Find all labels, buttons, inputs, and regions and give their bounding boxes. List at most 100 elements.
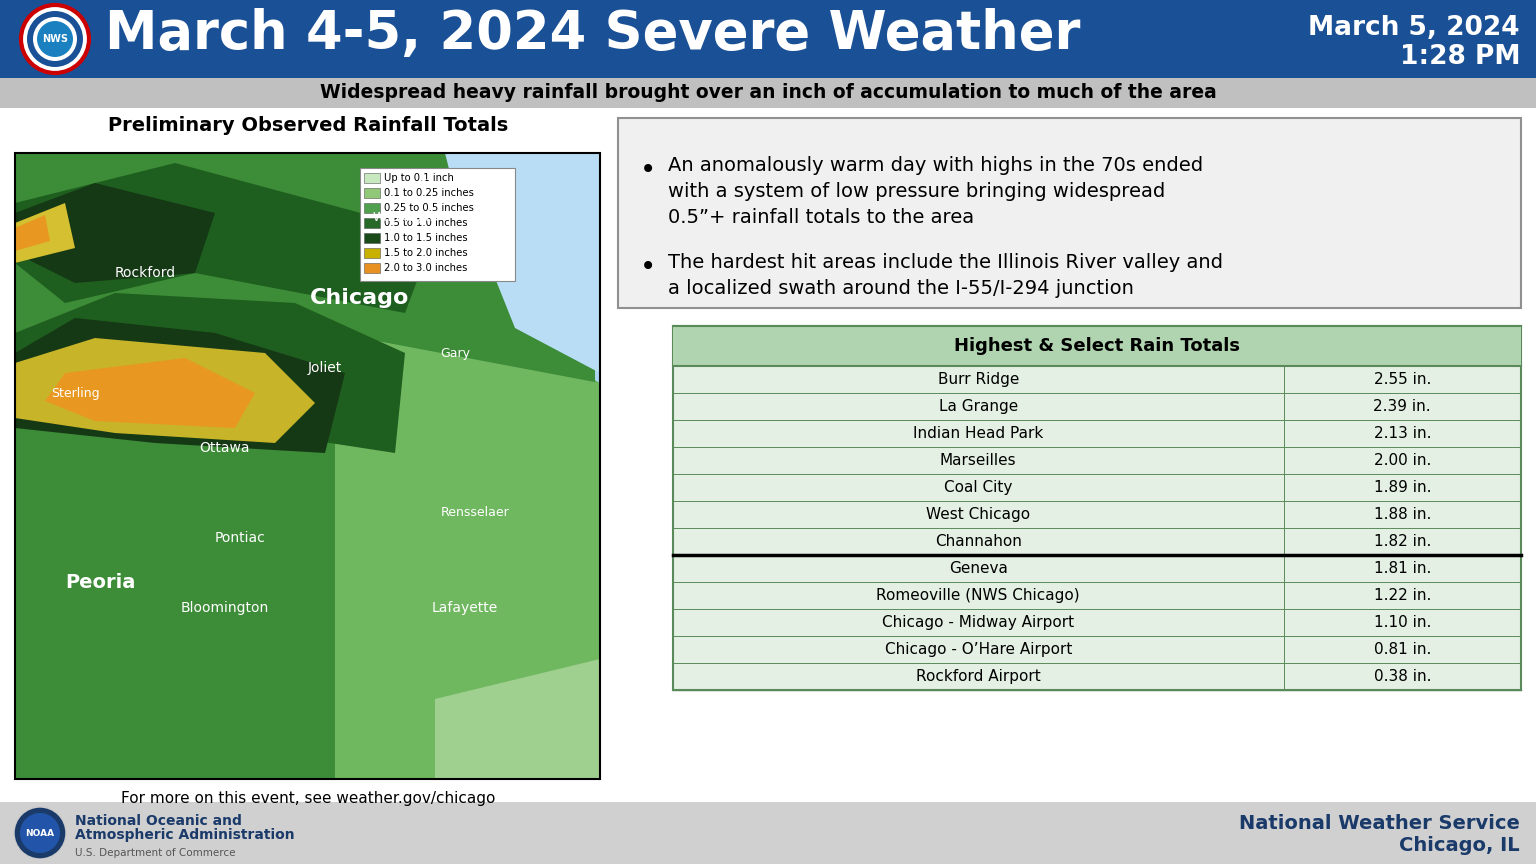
Circle shape	[14, 807, 66, 859]
Polygon shape	[335, 333, 601, 779]
Circle shape	[32, 17, 77, 61]
Bar	[364, 203, 379, 213]
Text: Burr Ridge: Burr Ridge	[937, 372, 1018, 387]
Polygon shape	[45, 358, 255, 428]
Text: Ottawa: Ottawa	[200, 441, 250, 455]
Text: Coal City: Coal City	[945, 480, 1012, 495]
Text: 1.0 to 1.5 inches: 1.0 to 1.5 inches	[384, 233, 467, 243]
Text: Widespread heavy rainfall brought over an inch of accumulation to much of the ar: Widespread heavy rainfall brought over a…	[319, 84, 1217, 103]
Text: 0.25 to 0.5 inches: 0.25 to 0.5 inches	[384, 203, 475, 213]
Text: Geneva: Geneva	[949, 561, 1008, 576]
Text: Indian Head Park: Indian Head Park	[914, 426, 1043, 441]
Bar	[673, 326, 1521, 366]
Text: Bloomington: Bloomington	[181, 601, 269, 615]
Text: March 5, 2024: March 5, 2024	[1309, 15, 1521, 41]
Polygon shape	[15, 183, 215, 283]
Bar	[364, 263, 379, 273]
Text: Preliminary Observed Rainfall Totals: Preliminary Observed Rainfall Totals	[108, 116, 508, 135]
Polygon shape	[15, 153, 594, 779]
Bar	[364, 233, 379, 243]
Text: U.S. Department of Commerce: U.S. Department of Commerce	[75, 848, 235, 858]
Text: 1.22 in.: 1.22 in.	[1373, 588, 1432, 603]
Text: Marseilles: Marseilles	[940, 453, 1017, 468]
Text: Rensselaer: Rensselaer	[441, 506, 510, 519]
Polygon shape	[15, 215, 51, 251]
Polygon shape	[15, 338, 315, 443]
Text: 1.81 in.: 1.81 in.	[1373, 561, 1432, 576]
Text: Atmospheric Administration: Atmospheric Administration	[75, 828, 295, 842]
Bar	[15, 153, 601, 779]
Text: 2.55 in.: 2.55 in.	[1373, 372, 1432, 387]
Text: An anomalously warm day with highs in the 70s ended: An anomalously warm day with highs in th…	[668, 156, 1203, 175]
Text: with a system of low pressure bringing widespread: with a system of low pressure bringing w…	[668, 182, 1166, 201]
Bar	[15, 153, 601, 779]
Text: 0.5”+ rainfall totals to the area: 0.5”+ rainfall totals to the area	[668, 208, 974, 227]
Text: 0.5 to 1.0 inches: 0.5 to 1.0 inches	[384, 218, 467, 228]
Text: 1.10 in.: 1.10 in.	[1373, 615, 1432, 630]
Circle shape	[20, 813, 60, 853]
Bar	[364, 188, 379, 198]
Text: 2.39 in.: 2.39 in.	[1373, 399, 1432, 414]
Bar	[673, 326, 1521, 690]
Text: Lafayette: Lafayette	[432, 601, 498, 615]
Circle shape	[28, 11, 83, 67]
Text: Chicago, IL: Chicago, IL	[1399, 836, 1521, 855]
Text: 1.88 in.: 1.88 in.	[1373, 507, 1432, 522]
Polygon shape	[15, 293, 406, 453]
Text: Highest & Select Rain Totals: Highest & Select Rain Totals	[954, 337, 1240, 355]
Text: Sterling: Sterling	[51, 386, 100, 399]
Text: Rockford Airport: Rockford Airport	[915, 669, 1041, 684]
Bar	[617, 118, 1521, 308]
Text: a localized swath around the I-55/I-294 junction: a localized swath around the I-55/I-294 …	[668, 279, 1134, 298]
Text: Romeoville (NWS Chicago): Romeoville (NWS Chicago)	[877, 588, 1080, 603]
Polygon shape	[15, 203, 75, 263]
Polygon shape	[435, 153, 601, 383]
Text: Gary: Gary	[439, 346, 470, 359]
Text: Chicago: Chicago	[310, 288, 410, 308]
Text: NOAA: NOAA	[26, 829, 55, 837]
Text: Waukegan: Waukegan	[372, 212, 438, 225]
Text: 0.1 to 0.25 inches: 0.1 to 0.25 inches	[384, 188, 475, 198]
Text: Kenosha: Kenosha	[419, 179, 472, 192]
Text: Peoria: Peoria	[65, 574, 135, 593]
Text: 1.5 to 2.0 inches: 1.5 to 2.0 inches	[384, 248, 467, 258]
Polygon shape	[15, 318, 346, 453]
Text: Joliet: Joliet	[307, 361, 343, 375]
Text: West Chicago: West Chicago	[926, 507, 1031, 522]
Bar	[364, 248, 379, 258]
Text: 1:28 PM: 1:28 PM	[1399, 44, 1521, 70]
Circle shape	[22, 5, 89, 73]
Text: Up to 0.1 inch: Up to 0.1 inch	[384, 173, 453, 183]
Text: 0.81 in.: 0.81 in.	[1373, 642, 1432, 657]
Text: National Weather Service: National Weather Service	[1240, 814, 1521, 833]
Bar	[15, 153, 601, 779]
Text: March 4-5, 2024 Severe Weather: March 4-5, 2024 Severe Weather	[104, 8, 1080, 60]
Text: Rockford: Rockford	[115, 266, 175, 280]
Polygon shape	[15, 163, 435, 313]
Bar	[359, 168, 515, 281]
Bar	[0, 0, 1536, 78]
Text: National Oceanic and: National Oceanic and	[75, 814, 241, 828]
Polygon shape	[445, 153, 601, 373]
Text: For more on this event, see weather.gov/chicago: For more on this event, see weather.gov/…	[121, 791, 495, 806]
Text: 1.89 in.: 1.89 in.	[1373, 480, 1432, 495]
Text: 2.00 in.: 2.00 in.	[1373, 453, 1432, 468]
Text: 2.13 in.: 2.13 in.	[1373, 426, 1432, 441]
Text: Pontiac: Pontiac	[215, 531, 266, 545]
Text: 2.0 to 3.0 inches: 2.0 to 3.0 inches	[384, 263, 467, 273]
Text: 1.82 in.: 1.82 in.	[1373, 534, 1432, 549]
Text: •: •	[641, 156, 656, 184]
Bar	[0, 802, 1536, 864]
Circle shape	[37, 21, 74, 57]
Text: •: •	[641, 253, 656, 281]
Polygon shape	[435, 659, 601, 779]
Text: Chicago - Midway Airport: Chicago - Midway Airport	[882, 615, 1074, 630]
Text: Channahon: Channahon	[935, 534, 1021, 549]
Bar	[364, 218, 379, 228]
Text: 0.38 in.: 0.38 in.	[1373, 669, 1432, 684]
Text: The hardest hit areas include the Illinois River valley and: The hardest hit areas include the Illino…	[668, 253, 1223, 272]
Text: Chicago - O’Hare Airport: Chicago - O’Hare Airport	[885, 642, 1072, 657]
Bar	[0, 78, 1536, 108]
Bar	[364, 173, 379, 183]
Text: La Grange: La Grange	[938, 399, 1018, 414]
